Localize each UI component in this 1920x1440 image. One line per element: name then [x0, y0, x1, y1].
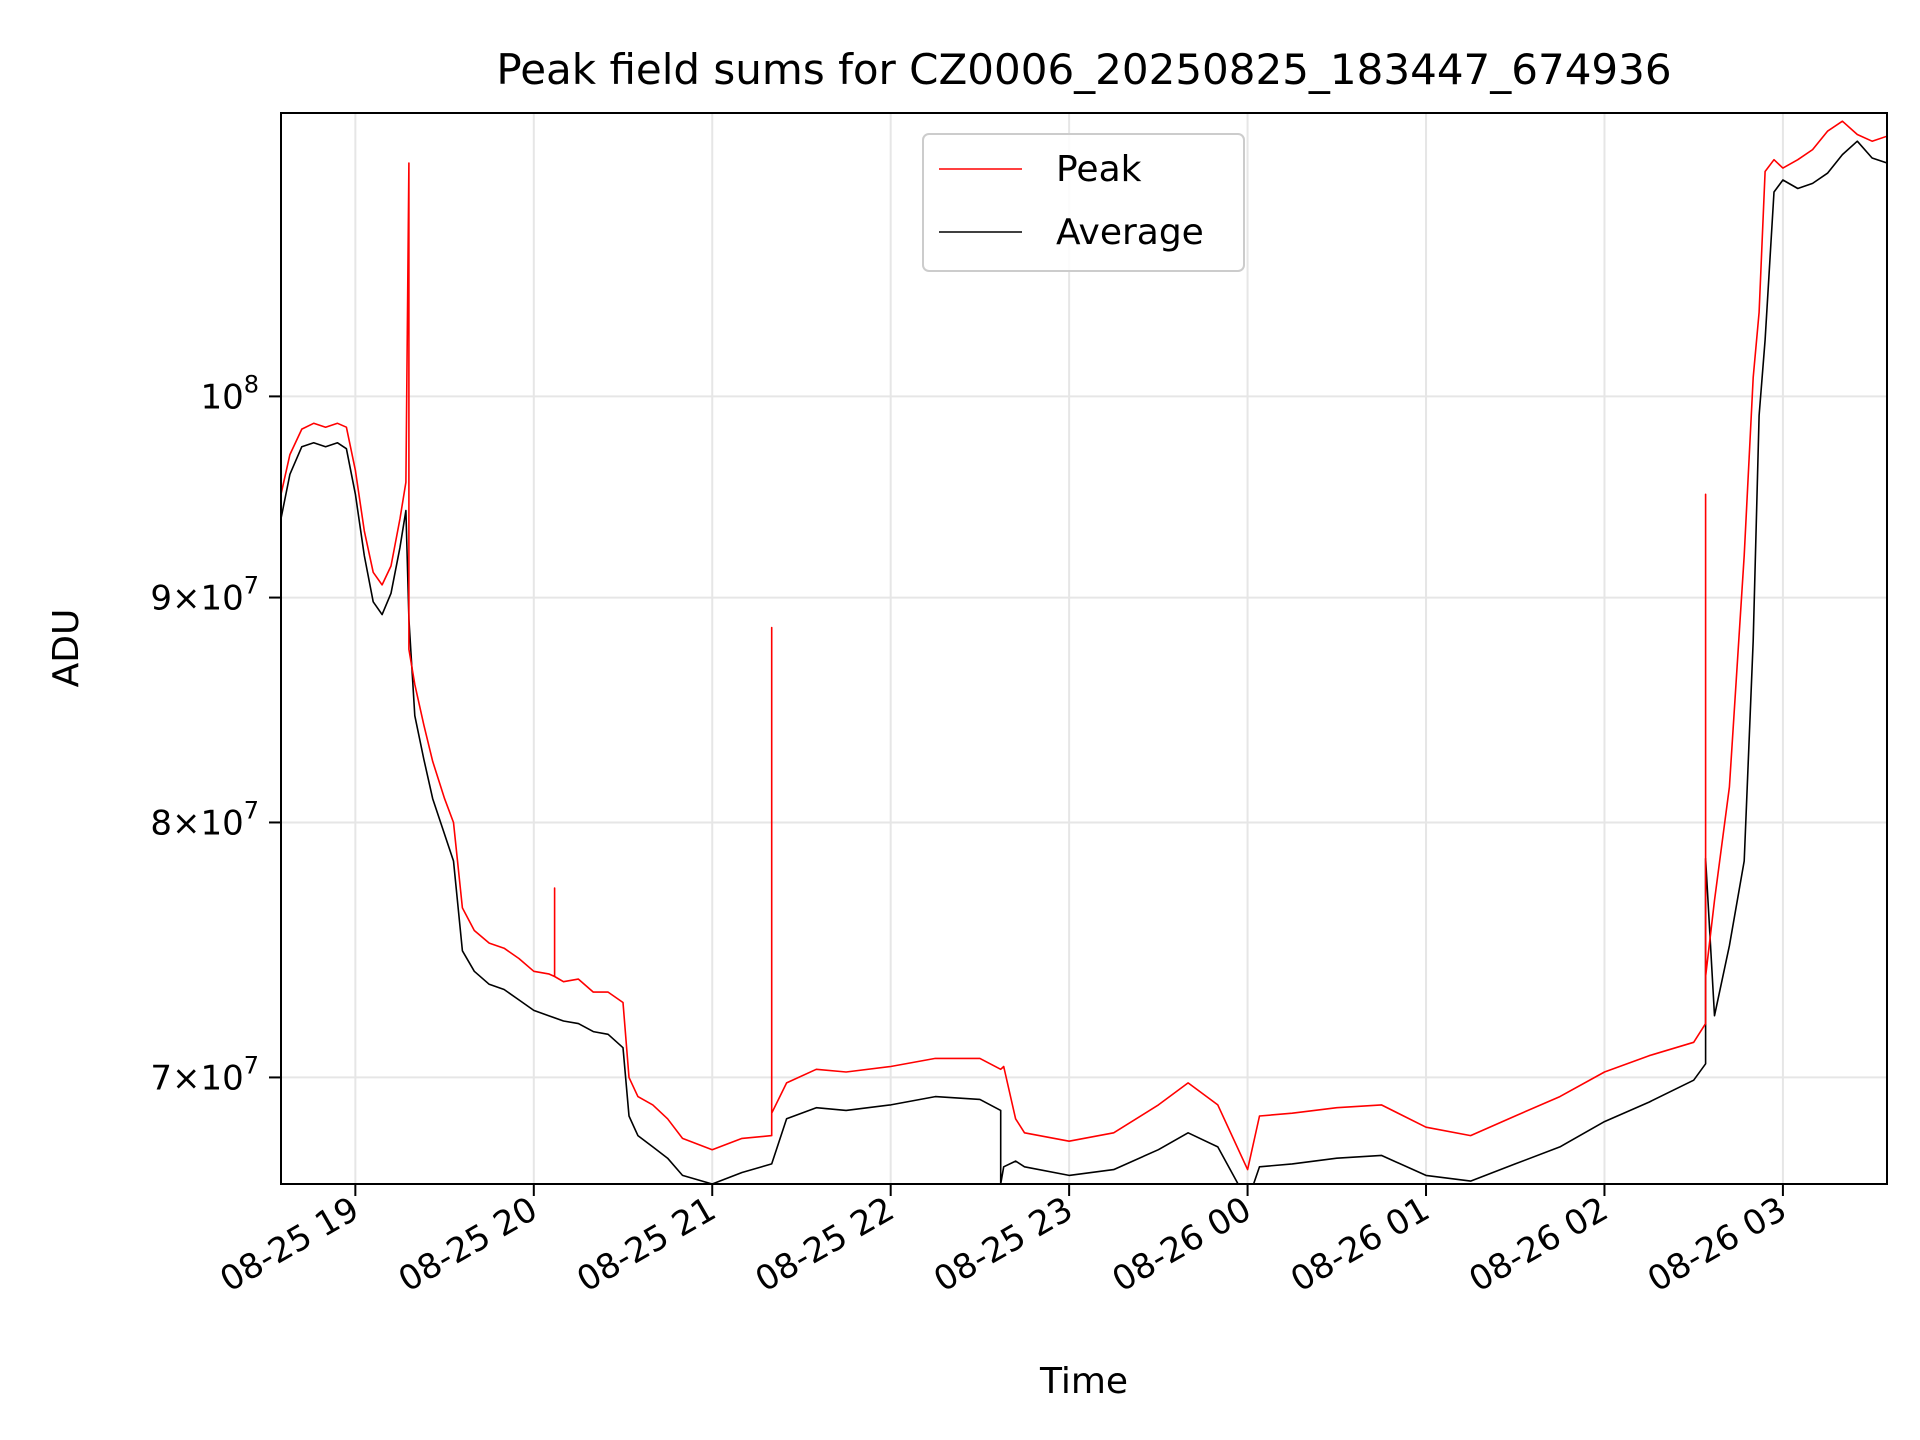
y-tick-label: 7×107 — [150, 1051, 259, 1098]
series-line-peak — [281, 120, 1887, 1171]
legend-label-peak: Peak — [1056, 149, 1142, 190]
y-tick-exponent: 8 — [244, 370, 259, 398]
y-tick-base: ×10 — [172, 1058, 244, 1098]
y-tick-exponent: 7 — [244, 572, 259, 600]
grid-lines — [281, 113, 1887, 1184]
y-tick-exponent: 7 — [244, 796, 259, 824]
y-tick-exponent: 7 — [244, 1051, 259, 1079]
y-tick-base: 10 — [200, 377, 243, 417]
y-tick-base: ×10 — [172, 579, 244, 619]
y-tick-label: 108 — [200, 370, 259, 417]
legend-label-average: Average — [1056, 212, 1204, 253]
legend: Peak Average — [922, 133, 1245, 272]
y-tick-mantissa: 7 — [150, 1058, 172, 1098]
y-tick-mantissa: 8 — [150, 803, 172, 843]
y-tick-label: 9×107 — [150, 572, 259, 619]
y-tick-mantissa: 9 — [150, 579, 172, 619]
y-tick-base: ×10 — [172, 803, 244, 843]
plot-series — [281, 120, 1887, 1184]
y-tick-label: 8×107 — [150, 796, 259, 843]
x-axis-label: Time — [1039, 1361, 1128, 1402]
plot-frame — [280, 112, 1888, 1185]
chart-title: Peak field sums for CZ0006_20250825_1834… — [496, 45, 1671, 94]
y-axis-label: ADU — [46, 609, 87, 688]
